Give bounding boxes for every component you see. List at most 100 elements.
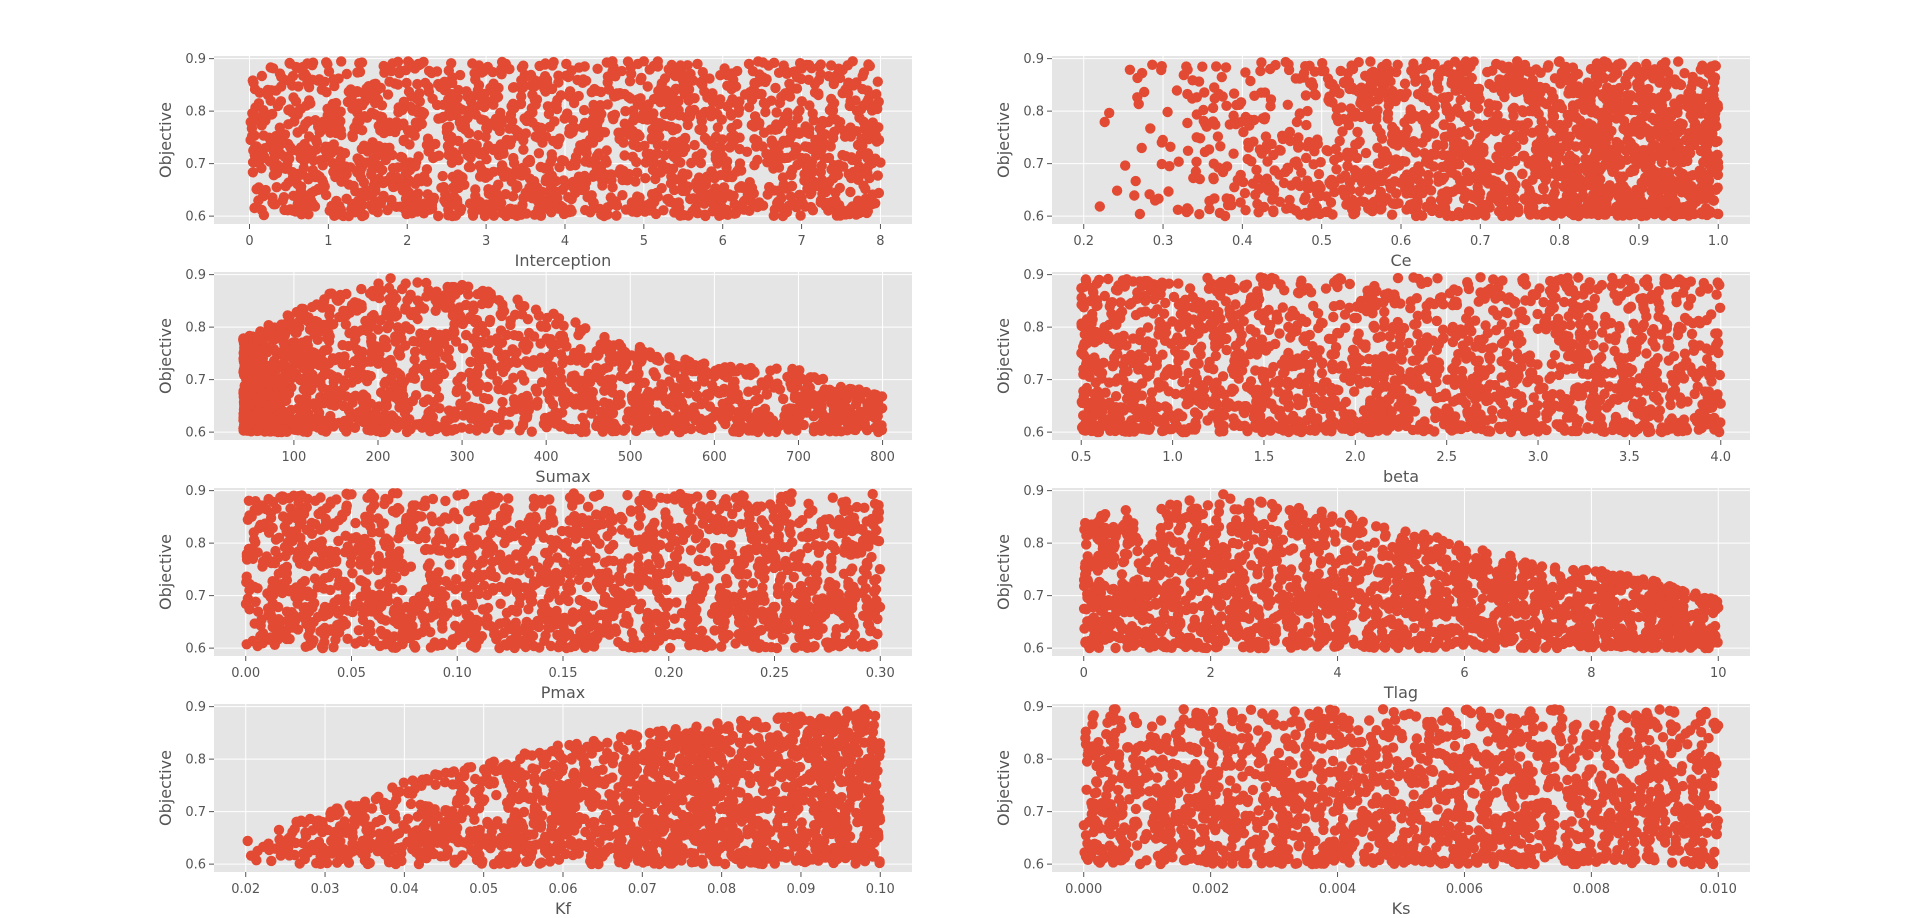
data-point <box>453 135 464 147</box>
data-point <box>663 164 675 175</box>
data-point <box>1595 111 1607 122</box>
data-point <box>830 114 841 125</box>
data-point <box>1356 82 1367 93</box>
data-point <box>1385 183 1397 194</box>
data-point <box>500 58 511 70</box>
data-point <box>353 154 365 165</box>
data-point <box>1483 178 1494 189</box>
data-point <box>1290 73 1302 84</box>
data-point <box>1258 181 1269 193</box>
data-point <box>1524 208 1536 219</box>
x-tick-label: 0.2 <box>1073 234 1094 249</box>
data-point <box>412 78 423 90</box>
data-point <box>1517 105 1528 116</box>
data-point <box>616 65 627 77</box>
data-point <box>1665 136 1677 147</box>
data-point <box>773 67 785 79</box>
data-point <box>256 70 268 82</box>
scatter-points <box>245 56 886 222</box>
data-point <box>506 135 517 146</box>
data-point <box>488 78 499 89</box>
data-point <box>376 121 387 133</box>
data-point <box>784 78 795 90</box>
data-point <box>1495 180 1507 191</box>
data-point <box>1466 72 1478 84</box>
data-point <box>1602 146 1614 157</box>
data-point <box>1224 119 1236 130</box>
data-point <box>512 181 523 192</box>
data-point <box>1411 208 1423 220</box>
data-point <box>1156 60 1168 72</box>
data-point <box>1207 116 1219 127</box>
data-point <box>526 426 537 437</box>
data-point <box>773 197 785 208</box>
data-point <box>1585 166 1597 178</box>
data-point <box>792 113 803 124</box>
data-point <box>666 59 677 71</box>
data-point <box>539 59 551 70</box>
data-point <box>1517 168 1528 180</box>
data-point <box>1465 61 1476 72</box>
data-point <box>451 198 462 209</box>
data-point <box>1685 110 1696 121</box>
data-point <box>693 172 705 183</box>
data-point <box>1508 193 1520 204</box>
data-point <box>730 81 742 92</box>
y-tick-label: 0.6 <box>185 210 206 225</box>
data-point <box>1293 139 1304 150</box>
data-point <box>1518 150 1530 161</box>
data-point <box>1457 78 1469 90</box>
data-point <box>1445 166 1457 177</box>
x-tick-label: 7 <box>797 234 805 249</box>
data-point <box>1314 181 1325 192</box>
x-axis-label: Ce <box>1390 251 1411 270</box>
data-point <box>1322 206 1333 217</box>
data-point <box>455 116 466 127</box>
data-point <box>698 108 709 120</box>
data-point <box>1253 207 1264 218</box>
data-point <box>1702 90 1713 101</box>
data-point <box>293 81 304 92</box>
data-point <box>473 80 485 91</box>
data-point <box>579 104 590 116</box>
data-point <box>1452 209 1463 221</box>
data-point <box>378 190 389 202</box>
data-point <box>1573 180 1584 191</box>
data-point <box>300 118 311 130</box>
data-point <box>509 124 521 135</box>
data-point <box>558 208 570 220</box>
data-point <box>872 76 883 87</box>
data-point <box>1303 136 1315 148</box>
data-point <box>845 186 856 198</box>
data-point <box>666 110 677 121</box>
data-point <box>1406 184 1417 195</box>
y-tick-label: 0.9 <box>185 52 206 67</box>
data-point <box>785 191 797 202</box>
data-point <box>354 58 365 69</box>
data-point <box>531 182 543 193</box>
data-point <box>581 147 592 159</box>
data-point <box>260 184 271 196</box>
data-point <box>459 179 470 190</box>
data-point <box>1238 126 1249 138</box>
data-point <box>625 61 637 73</box>
data-point <box>371 151 382 162</box>
data-point <box>392 162 404 173</box>
data-point <box>1629 165 1640 176</box>
data-point <box>689 139 700 151</box>
data-point <box>382 89 394 100</box>
data-point <box>1710 60 1722 72</box>
data-point <box>1124 64 1136 76</box>
data-point <box>1325 179 1336 190</box>
data-point <box>1171 85 1183 96</box>
data-point <box>507 82 519 93</box>
data-point <box>686 157 697 169</box>
data-point <box>1448 135 1460 146</box>
data-point <box>1438 139 1449 151</box>
data-point <box>382 205 393 216</box>
data-point <box>306 149 317 160</box>
data-point <box>1235 197 1246 208</box>
data-point <box>1392 140 1403 151</box>
y-tick-label: 0.6 <box>1023 210 1044 225</box>
data-point <box>1164 161 1175 172</box>
